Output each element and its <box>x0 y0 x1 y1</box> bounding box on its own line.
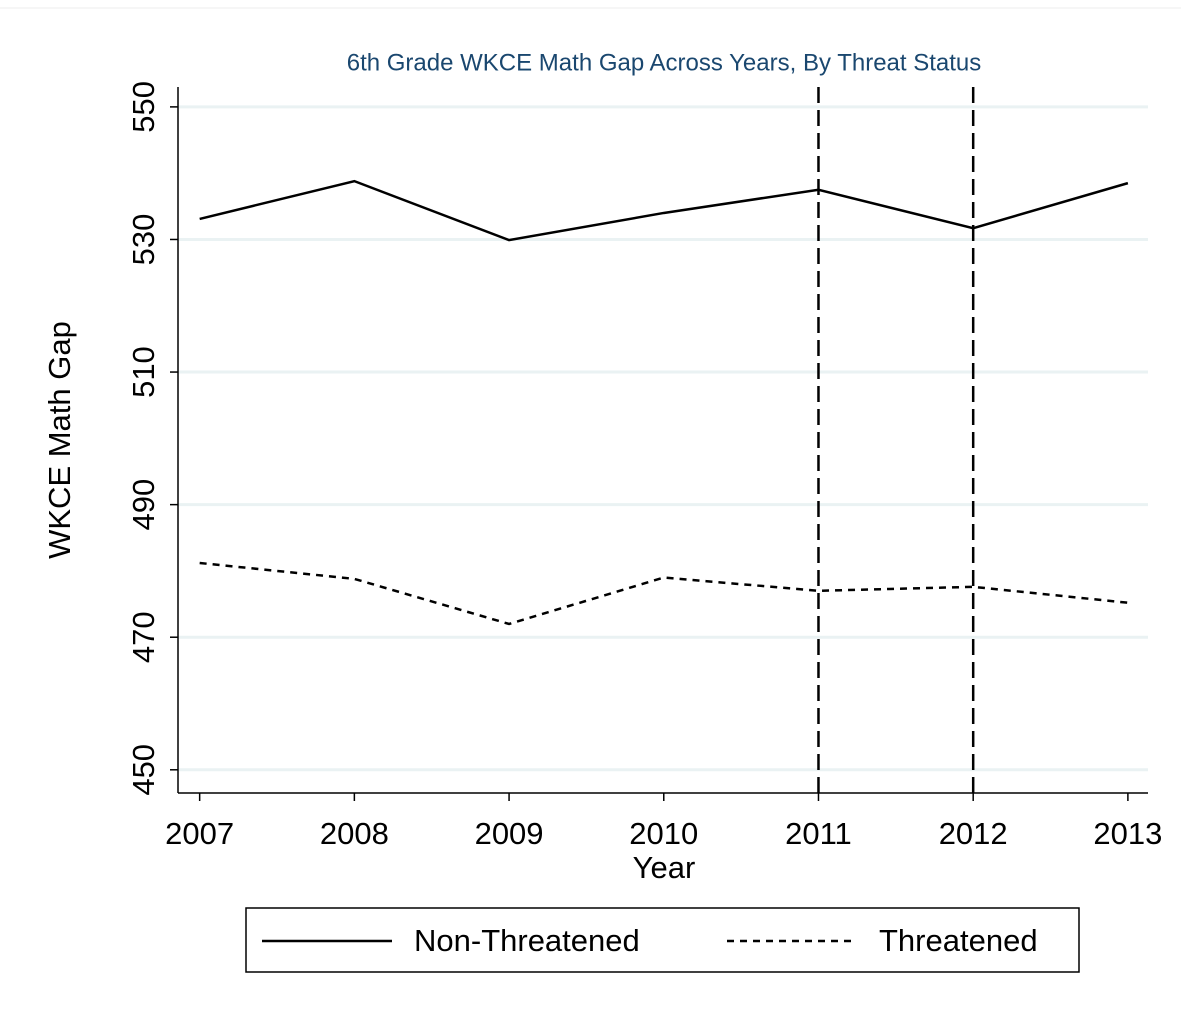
legend-box <box>245 907 1080 973</box>
x-tick-label: 2008 <box>320 816 389 851</box>
x-tick-label: 2009 <box>475 816 544 851</box>
x-tick-label: 2011 <box>785 816 852 851</box>
x-tick-label: 2012 <box>939 816 1008 851</box>
y-tick-label: 450 <box>126 744 161 796</box>
y-tick-label: 470 <box>126 611 161 663</box>
y-tick-label: 490 <box>126 479 161 531</box>
y-tick-label: 510 <box>126 346 161 398</box>
y-tick-label: 550 <box>126 81 161 133</box>
x-tick-label: 2010 <box>629 816 698 851</box>
series-line <box>199 179 1129 242</box>
x-tick-label: 2013 <box>1093 816 1162 851</box>
legend-label: Non-Threatened <box>414 923 640 958</box>
legend-label: Threatened <box>879 923 1038 958</box>
x-axis-label: Year <box>633 850 696 885</box>
x-tick-label: 2007 <box>165 816 234 851</box>
series-line <box>199 561 1129 626</box>
y-tick-label: 530 <box>126 214 161 266</box>
y-axis-label: WKCE Math Gap <box>42 321 77 559</box>
chart-title: 6th Grade WKCE Math Gap Across Years, By… <box>347 49 982 76</box>
